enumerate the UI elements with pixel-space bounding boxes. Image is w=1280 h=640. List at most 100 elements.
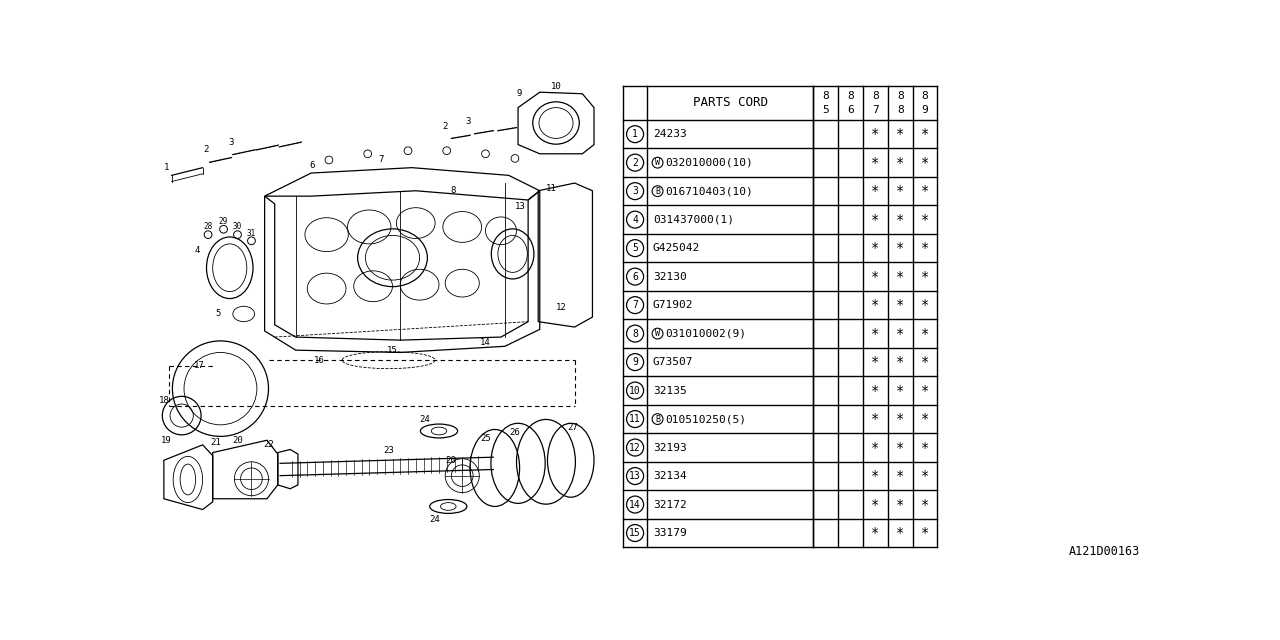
Text: 23: 23 xyxy=(383,445,394,455)
Text: *: * xyxy=(872,156,879,170)
Text: 8: 8 xyxy=(872,90,878,100)
Text: *: * xyxy=(896,383,904,397)
Text: 32193: 32193 xyxy=(653,442,686,452)
Text: 12: 12 xyxy=(630,442,641,452)
Text: W: W xyxy=(655,158,660,167)
Text: 016710403(10): 016710403(10) xyxy=(666,186,753,196)
Text: 21: 21 xyxy=(210,438,221,447)
Text: *: * xyxy=(920,526,929,540)
Text: *: * xyxy=(896,269,904,284)
Text: 6: 6 xyxy=(632,271,637,282)
Text: 24233: 24233 xyxy=(653,129,686,139)
Text: *: * xyxy=(872,269,879,284)
Text: 8: 8 xyxy=(897,90,904,100)
Text: 10: 10 xyxy=(550,81,562,90)
Text: 26: 26 xyxy=(509,428,521,437)
Text: 25: 25 xyxy=(480,434,490,443)
Text: *: * xyxy=(872,469,879,483)
Text: 19: 19 xyxy=(161,436,172,445)
Text: PARTS CORD: PARTS CORD xyxy=(692,97,768,109)
Text: 20: 20 xyxy=(232,436,243,445)
Text: A121D00163: A121D00163 xyxy=(1069,545,1140,558)
Text: *: * xyxy=(896,469,904,483)
Text: 13: 13 xyxy=(515,202,526,211)
Text: *: * xyxy=(872,355,879,369)
Text: *: * xyxy=(920,326,929,340)
Text: *: * xyxy=(872,298,879,312)
Text: 29: 29 xyxy=(219,217,228,226)
Text: *: * xyxy=(872,127,879,141)
Text: 3: 3 xyxy=(632,186,637,196)
Text: 2: 2 xyxy=(632,157,637,168)
Text: *: * xyxy=(896,156,904,170)
Text: *: * xyxy=(920,440,929,454)
Text: 14: 14 xyxy=(630,500,641,509)
Text: 5: 5 xyxy=(215,310,221,319)
Text: 11: 11 xyxy=(630,414,641,424)
Text: 8: 8 xyxy=(847,90,854,100)
Text: *: * xyxy=(896,298,904,312)
Text: 27: 27 xyxy=(567,422,577,431)
Text: *: * xyxy=(872,383,879,397)
Text: 032010000(10): 032010000(10) xyxy=(666,157,753,168)
Text: *: * xyxy=(872,326,879,340)
Text: 8: 8 xyxy=(632,328,637,339)
Text: *: * xyxy=(872,526,879,540)
Text: *: * xyxy=(920,241,929,255)
Text: *: * xyxy=(896,440,904,454)
Text: *: * xyxy=(920,298,929,312)
Text: 010510250(5): 010510250(5) xyxy=(666,414,746,424)
Text: *: * xyxy=(896,355,904,369)
Text: *: * xyxy=(872,412,879,426)
Text: *: * xyxy=(872,212,879,227)
Text: 30: 30 xyxy=(233,223,242,232)
Text: *: * xyxy=(896,184,904,198)
Text: 3: 3 xyxy=(229,138,234,147)
Text: *: * xyxy=(872,497,879,511)
Text: 8: 8 xyxy=(897,106,904,115)
Text: *: * xyxy=(896,412,904,426)
Text: 14: 14 xyxy=(480,338,490,347)
Text: 18: 18 xyxy=(159,396,169,404)
Text: 8: 8 xyxy=(922,90,928,100)
Text: 17: 17 xyxy=(193,361,204,370)
Text: 22: 22 xyxy=(264,440,274,449)
Text: 10: 10 xyxy=(630,385,641,396)
Text: *: * xyxy=(920,212,929,227)
Text: G71902: G71902 xyxy=(653,300,694,310)
Text: 33179: 33179 xyxy=(653,528,686,538)
Text: 3: 3 xyxy=(466,117,471,126)
Text: G73507: G73507 xyxy=(653,357,694,367)
Text: 6: 6 xyxy=(847,106,854,115)
Text: 8: 8 xyxy=(822,90,829,100)
Text: 1: 1 xyxy=(164,163,169,172)
Text: 13: 13 xyxy=(630,471,641,481)
Text: 16: 16 xyxy=(314,356,324,365)
Text: 8: 8 xyxy=(451,186,456,195)
Text: 5: 5 xyxy=(822,106,829,115)
Text: 31: 31 xyxy=(247,228,256,237)
Text: 7: 7 xyxy=(632,300,637,310)
Text: B: B xyxy=(655,187,660,196)
Text: 24: 24 xyxy=(430,515,440,524)
Text: 7: 7 xyxy=(872,106,878,115)
Text: 32130: 32130 xyxy=(653,271,686,282)
Text: 32172: 32172 xyxy=(653,500,686,509)
Text: 20: 20 xyxy=(445,456,456,465)
Text: *: * xyxy=(896,526,904,540)
Text: *: * xyxy=(896,127,904,141)
Text: *: * xyxy=(920,383,929,397)
Text: 9: 9 xyxy=(516,89,521,98)
Text: *: * xyxy=(920,156,929,170)
Text: *: * xyxy=(920,355,929,369)
Text: 5: 5 xyxy=(632,243,637,253)
Text: *: * xyxy=(872,184,879,198)
Text: 2: 2 xyxy=(443,122,448,131)
Text: *: * xyxy=(896,326,904,340)
Text: 12: 12 xyxy=(556,303,567,312)
Text: *: * xyxy=(896,241,904,255)
Text: 031010002(9): 031010002(9) xyxy=(666,328,746,339)
Text: 2: 2 xyxy=(204,145,209,154)
Text: 031437000(1): 031437000(1) xyxy=(653,214,733,225)
Text: *: * xyxy=(920,269,929,284)
